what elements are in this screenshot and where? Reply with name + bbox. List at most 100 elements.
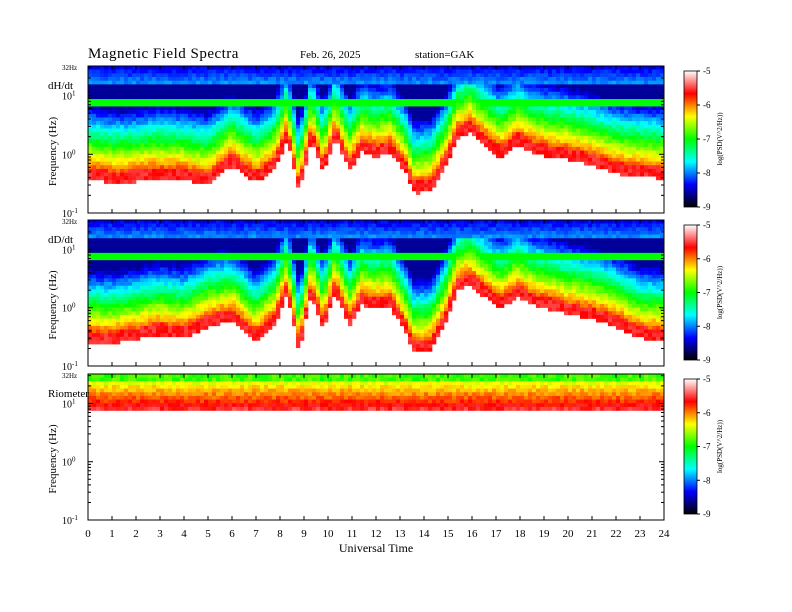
spectrogram-cell bbox=[108, 106, 113, 111]
spectrogram-cell bbox=[184, 88, 189, 93]
spectrogram-cell bbox=[604, 73, 609, 78]
spectrogram-cell bbox=[560, 143, 565, 148]
spectrogram-cell bbox=[572, 77, 577, 81]
spectrogram-cell bbox=[260, 80, 265, 85]
spectrogram-cell bbox=[240, 102, 245, 107]
spectrogram-cell bbox=[120, 77, 125, 81]
spectrogram-cell bbox=[108, 249, 113, 254]
spectrogram-cell bbox=[408, 139, 413, 144]
spectrogram-cell bbox=[116, 73, 121, 78]
spectrogram-cell bbox=[440, 84, 445, 89]
spectrogram-cell bbox=[436, 99, 441, 104]
spectrogram-cell bbox=[188, 132, 193, 137]
spectrogram-cell bbox=[108, 241, 113, 246]
spectrogram-cell bbox=[264, 84, 269, 89]
spectrogram-cell bbox=[152, 318, 157, 323]
spectrogram-cell bbox=[512, 121, 517, 126]
spectrogram-cell bbox=[128, 95, 133, 100]
spectrogram-cell bbox=[124, 66, 129, 70]
spectrogram-cell bbox=[380, 91, 385, 96]
spectrogram-cell bbox=[204, 91, 209, 96]
spectrogram-cell bbox=[360, 88, 365, 93]
spectrogram-cell bbox=[620, 165, 625, 170]
spectrogram-cell bbox=[144, 314, 149, 319]
spectrogram-cell bbox=[520, 80, 525, 85]
spectrogram-cell bbox=[500, 121, 505, 126]
spectrogram-cell bbox=[208, 113, 213, 118]
spectrogram-cell bbox=[420, 110, 425, 115]
spectrogram-cell bbox=[112, 300, 117, 305]
spectrogram-cell bbox=[336, 110, 341, 115]
spectrogram-cell bbox=[540, 88, 545, 93]
spectrogram-cell bbox=[616, 84, 621, 89]
spectrogram-cell bbox=[480, 84, 485, 89]
spectrogram-cell bbox=[456, 88, 461, 93]
spectrogram-cell bbox=[584, 128, 589, 133]
spectrogram-cell bbox=[384, 110, 389, 115]
spectrogram-cell bbox=[108, 157, 113, 162]
spectrogram-cell bbox=[468, 102, 473, 107]
spectrogram-cell bbox=[212, 66, 217, 70]
spectrogram-cell bbox=[504, 135, 509, 140]
spectrogram-cell bbox=[344, 143, 349, 148]
spectrogram-cell bbox=[240, 110, 245, 115]
spectrogram-cell bbox=[164, 267, 169, 272]
spectrogram-cell bbox=[572, 110, 577, 115]
spectrogram-cell bbox=[172, 274, 177, 279]
spectrogram-cell bbox=[248, 176, 253, 181]
spectrogram-cell bbox=[568, 99, 573, 104]
spectrogram-cell bbox=[172, 278, 177, 283]
spectrogram-cell bbox=[600, 154, 605, 159]
spectrogram-cell bbox=[344, 80, 349, 85]
spectrogram-cell bbox=[140, 139, 145, 144]
spectrogram-cell bbox=[160, 106, 165, 111]
spectrogram-cell bbox=[484, 113, 489, 118]
spectrogram-cell bbox=[184, 80, 189, 85]
spectrogram-cell bbox=[592, 102, 597, 107]
spectrogram-cell bbox=[244, 113, 249, 118]
spectrogram-cell bbox=[92, 271, 97, 276]
spectrogram-cell bbox=[484, 117, 489, 122]
spectrogram-cell bbox=[540, 77, 545, 81]
spectrogram-cell bbox=[612, 110, 617, 115]
spectrogram-cell bbox=[116, 322, 121, 327]
spectrogram-cell bbox=[188, 260, 193, 265]
spectrogram-cell bbox=[576, 117, 581, 122]
spectrogram-cell bbox=[564, 132, 569, 137]
spectrogram-cell bbox=[120, 296, 125, 301]
spectrogram-cell bbox=[92, 113, 97, 118]
spectrogram-cell bbox=[508, 117, 513, 122]
spectrogram-cell bbox=[520, 106, 525, 111]
spectrogram-cell bbox=[380, 73, 385, 78]
spectrogram-cell bbox=[252, 146, 257, 151]
spectrogram-cell bbox=[244, 84, 249, 89]
spectrogram-cell bbox=[252, 73, 257, 78]
spectrogram-cell bbox=[396, 84, 401, 89]
spectrogram-cell bbox=[628, 161, 633, 166]
spectrogram-cell bbox=[512, 102, 517, 107]
spectrogram-cell bbox=[188, 110, 193, 115]
spectrogram-cell bbox=[392, 66, 397, 70]
spectrogram-cell bbox=[236, 128, 241, 133]
spectrogram-cell bbox=[440, 154, 445, 159]
spectrogram-cell bbox=[268, 157, 273, 162]
spectrogram-cell bbox=[660, 73, 665, 78]
spectrogram-cell bbox=[188, 172, 193, 177]
spectrogram-cell bbox=[472, 132, 477, 137]
spectrogram-cell bbox=[96, 300, 101, 305]
spectrogram-cell bbox=[616, 88, 621, 93]
spectrogram-cell bbox=[588, 99, 593, 104]
spectrogram-cell bbox=[400, 91, 405, 96]
spectrogram-cell bbox=[560, 73, 565, 78]
spectrogram-cell bbox=[444, 84, 449, 89]
spectrogram-cell bbox=[172, 241, 177, 246]
spectrogram-cell bbox=[124, 220, 129, 224]
spectrogram-cell bbox=[264, 143, 269, 148]
spectrogram-cell bbox=[88, 249, 93, 254]
spectrogram-cell bbox=[100, 66, 105, 70]
spectrogram-cell bbox=[280, 117, 285, 122]
spectrogram-cell bbox=[412, 106, 417, 111]
spectrogram-cell bbox=[216, 139, 221, 144]
spectrogram-cell bbox=[564, 73, 569, 78]
spectrogram-cell bbox=[144, 77, 149, 81]
